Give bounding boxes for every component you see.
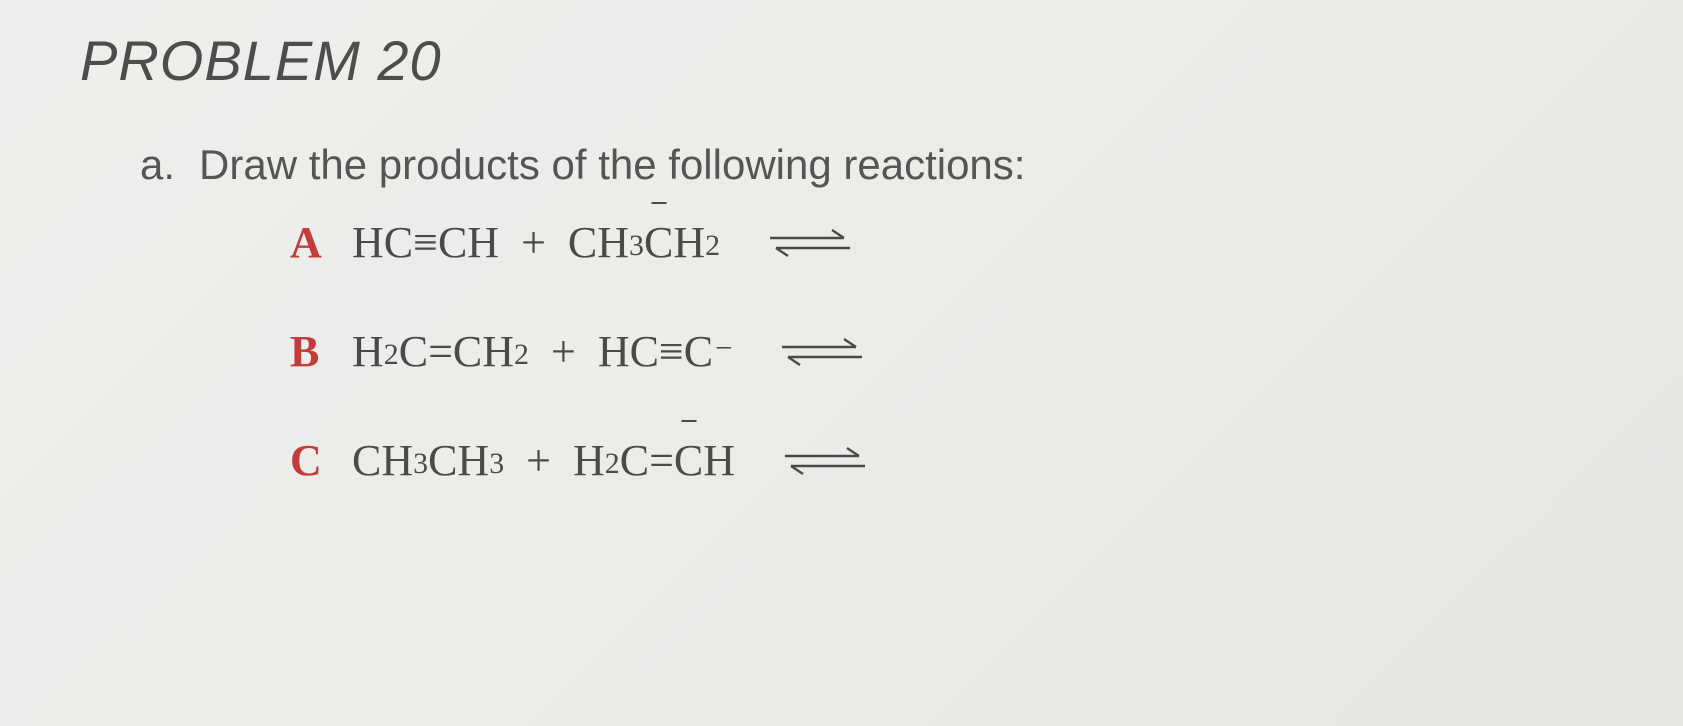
prompt-row: a. Draw the products of the following re… [140, 141, 1603, 189]
equilibrium-arrow-icon [779, 443, 871, 479]
reaction-a-label: A [290, 217, 352, 268]
reaction-c: C CH3CH3 + H2C=CH [290, 435, 1603, 486]
reaction-b-reactant2: HC≡C− [598, 326, 733, 377]
reaction-b-reactant1: H2C=CH2 [352, 326, 529, 377]
equilibrium-arrow-icon [764, 225, 856, 261]
reaction-c-reactant2: H2C=CH [573, 435, 735, 486]
equilibrium-arrow-icon [776, 334, 868, 370]
reaction-list: A HC≡CH + CH3CH2 B H2C=CH2 + HC≡C− [290, 217, 1603, 486]
reaction-c-label: C [290, 435, 352, 486]
problem-title: PROBLEM 20 [80, 28, 1603, 93]
reaction-a-reactant1: HC≡CH [352, 217, 499, 268]
reaction-b-label: B [290, 326, 352, 377]
plus-sign: + [551, 326, 576, 377]
reaction-c-reactant1: CH3CH3 [352, 435, 504, 486]
plus-sign: + [521, 217, 546, 268]
prompt-letter: a. [140, 141, 175, 189]
prompt-text: Draw the products of the following react… [199, 141, 1025, 189]
plus-sign: + [526, 435, 551, 486]
reaction-b: B H2C=CH2 + HC≡C− [290, 326, 1603, 377]
reaction-a: A HC≡CH + CH3CH2 [290, 217, 1603, 268]
reaction-a-reactant2: CH3CH2 [568, 217, 720, 268]
